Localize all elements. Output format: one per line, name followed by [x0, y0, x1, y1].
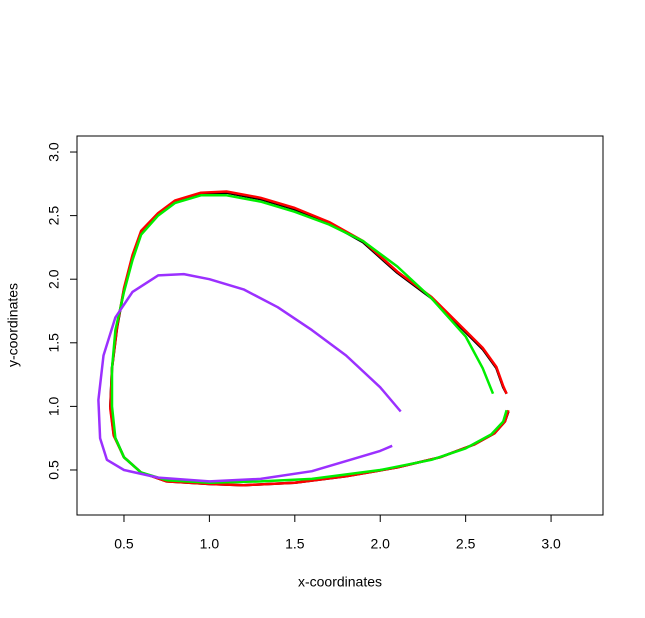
- x-tick-label: 0.5: [114, 536, 134, 552]
- y-tick-label: 0.5: [46, 460, 62, 480]
- x-tick-label: 1.5: [285, 536, 305, 552]
- y-tick-label: 1.5: [46, 333, 62, 353]
- y-axis-label: y-coordinates: [5, 283, 21, 367]
- x-tick-label: 1.0: [200, 536, 220, 552]
- x-axis-label: x-coordinates: [298, 574, 382, 590]
- series-line: [97, 272, 402, 483]
- series-line: [110, 194, 508, 484]
- x-tick-label: 3.0: [541, 536, 561, 552]
- series-line: [109, 190, 510, 487]
- y-tick-label: 2.5: [46, 206, 62, 226]
- series-line: [109, 191, 510, 487]
- y-tick-label: 3.0: [46, 142, 62, 162]
- plot-frame: [76, 135, 604, 516]
- x-tick-label: 2.5: [456, 536, 476, 552]
- y-tick-label: 2.0: [46, 269, 62, 289]
- y-tick-label: 1.0: [46, 396, 62, 416]
- x-tick-label: 2.0: [370, 536, 390, 552]
